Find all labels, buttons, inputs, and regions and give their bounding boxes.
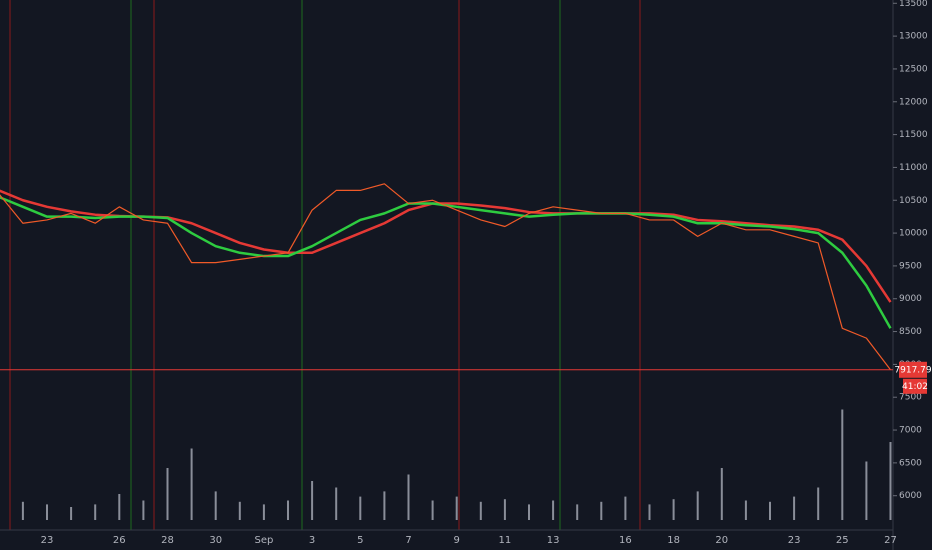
volume-bar — [190, 448, 193, 520]
x-tick-label: 9 — [454, 535, 460, 546]
volume-bar — [479, 501, 482, 520]
price-line — [0, 183, 891, 371]
x-tick-label: 16 — [619, 535, 632, 546]
x-tick-label: 5 — [357, 535, 363, 546]
x-tick-label: 3 — [309, 535, 315, 546]
volume-bar — [455, 496, 458, 520]
y-tick-label: 12000 — [899, 97, 928, 107]
volume-bar — [287, 500, 289, 520]
volume-bar — [166, 468, 169, 520]
x-tick-label: 13 — [547, 535, 560, 546]
x-tick-label: 20 — [715, 535, 728, 546]
y-tick-label: 6500 — [899, 458, 922, 468]
volume-bar — [118, 494, 121, 520]
x-tick-label: 18 — [667, 535, 680, 546]
x-tick-label: Sep — [254, 535, 273, 546]
volume-bar — [214, 491, 217, 520]
volume-bar — [359, 496, 362, 520]
volume-bar — [696, 491, 699, 520]
volume-bar — [720, 468, 723, 520]
y-tick-label: 11500 — [899, 130, 928, 140]
countdown-label: 41:02 — [902, 382, 928, 392]
y-tick-label: 8500 — [899, 327, 922, 337]
volume-bar — [335, 487, 338, 520]
volume-bar — [552, 500, 555, 520]
volume-bar — [817, 487, 820, 520]
volume-bar — [889, 442, 892, 520]
x-tick-label: 23 — [788, 535, 801, 546]
y-tick-label: 11000 — [899, 163, 928, 173]
volume-bar — [793, 496, 796, 520]
volume-bar — [865, 461, 868, 520]
y-tick-label: 9000 — [899, 294, 922, 304]
volume-bar — [311, 481, 314, 520]
volume-bar — [769, 501, 771, 520]
volume-bar — [672, 499, 675, 520]
volume-bar — [94, 504, 97, 520]
volume-bar — [600, 501, 603, 520]
volume-bar — [576, 504, 579, 520]
volume-bar — [528, 504, 530, 520]
volume-bar — [262, 504, 265, 520]
volume-bar — [503, 499, 506, 520]
x-tick-label: 27 — [884, 535, 897, 546]
y-tick-label: 6000 — [899, 491, 922, 501]
session-lines — [9, 0, 641, 530]
x-tick-label: 26 — [113, 535, 126, 546]
x-tick-label: 28 — [161, 535, 174, 546]
volume-bar — [383, 491, 386, 520]
y-tick-label: 12500 — [899, 64, 928, 74]
x-tick-label: 11 — [499, 535, 512, 546]
price-line — [0, 189, 892, 303]
volume-bar — [624, 496, 627, 520]
y-tick-label: 10500 — [899, 196, 928, 206]
y-tick-label: 13500 — [899, 0, 928, 9]
volume-bar — [841, 409, 844, 520]
volume-bar — [46, 504, 48, 520]
y-tick-label: 9500 — [899, 261, 922, 271]
volume-bar — [648, 504, 651, 520]
x-tick-label: 7 — [405, 535, 411, 546]
x-tick-label: 25 — [836, 535, 849, 546]
y-tick-label: 13000 — [899, 32, 928, 42]
last-price-tag — [899, 361, 927, 378]
volume-bar — [431, 500, 434, 520]
x-tick-label: 30 — [209, 535, 222, 546]
y-tick-label: 10000 — [899, 229, 928, 239]
last-price-label: 7917.79 — [894, 365, 931, 375]
volume-bar — [21, 501, 24, 520]
countdown-tag — [903, 378, 927, 394]
y-tick-label: 7500 — [899, 393, 922, 403]
volume-bar — [407, 474, 410, 520]
volume-bar — [142, 500, 145, 520]
price-line — [0, 196, 892, 329]
volume-bar — [70, 507, 73, 520]
volume-bar — [744, 500, 747, 520]
x-tick-label: 23 — [41, 535, 54, 546]
volume-bar — [238, 501, 241, 520]
y-tick-label: 7000 — [899, 426, 922, 436]
